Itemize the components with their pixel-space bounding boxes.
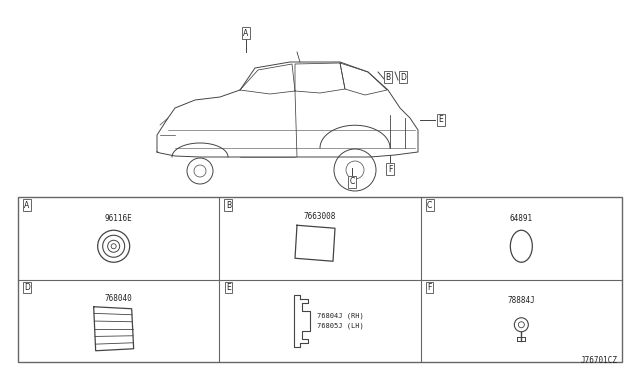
Text: D: D [400,73,406,81]
Text: J76701CZ: J76701CZ [581,356,618,365]
Text: 64891: 64891 [510,214,533,223]
Text: 96116E: 96116E [105,214,132,223]
Text: E: E [438,115,444,125]
Text: 76804J (RH): 76804J (RH) [317,312,364,319]
Text: C: C [427,201,432,209]
Text: 76805J (LH): 76805J (LH) [317,323,364,329]
Text: 768040: 768040 [105,294,132,303]
Text: C: C [349,177,355,186]
Text: 7663008: 7663008 [304,212,336,221]
Text: 78884J: 78884J [508,296,535,305]
Text: F: F [428,283,432,292]
Text: D: D [24,283,30,292]
Text: A: A [24,201,29,209]
Text: B: B [226,201,231,209]
Text: A: A [243,29,248,38]
Text: B: B [385,73,390,81]
Text: E: E [226,283,230,292]
Bar [18,197,622,362]
Text: F: F [388,164,392,173]
